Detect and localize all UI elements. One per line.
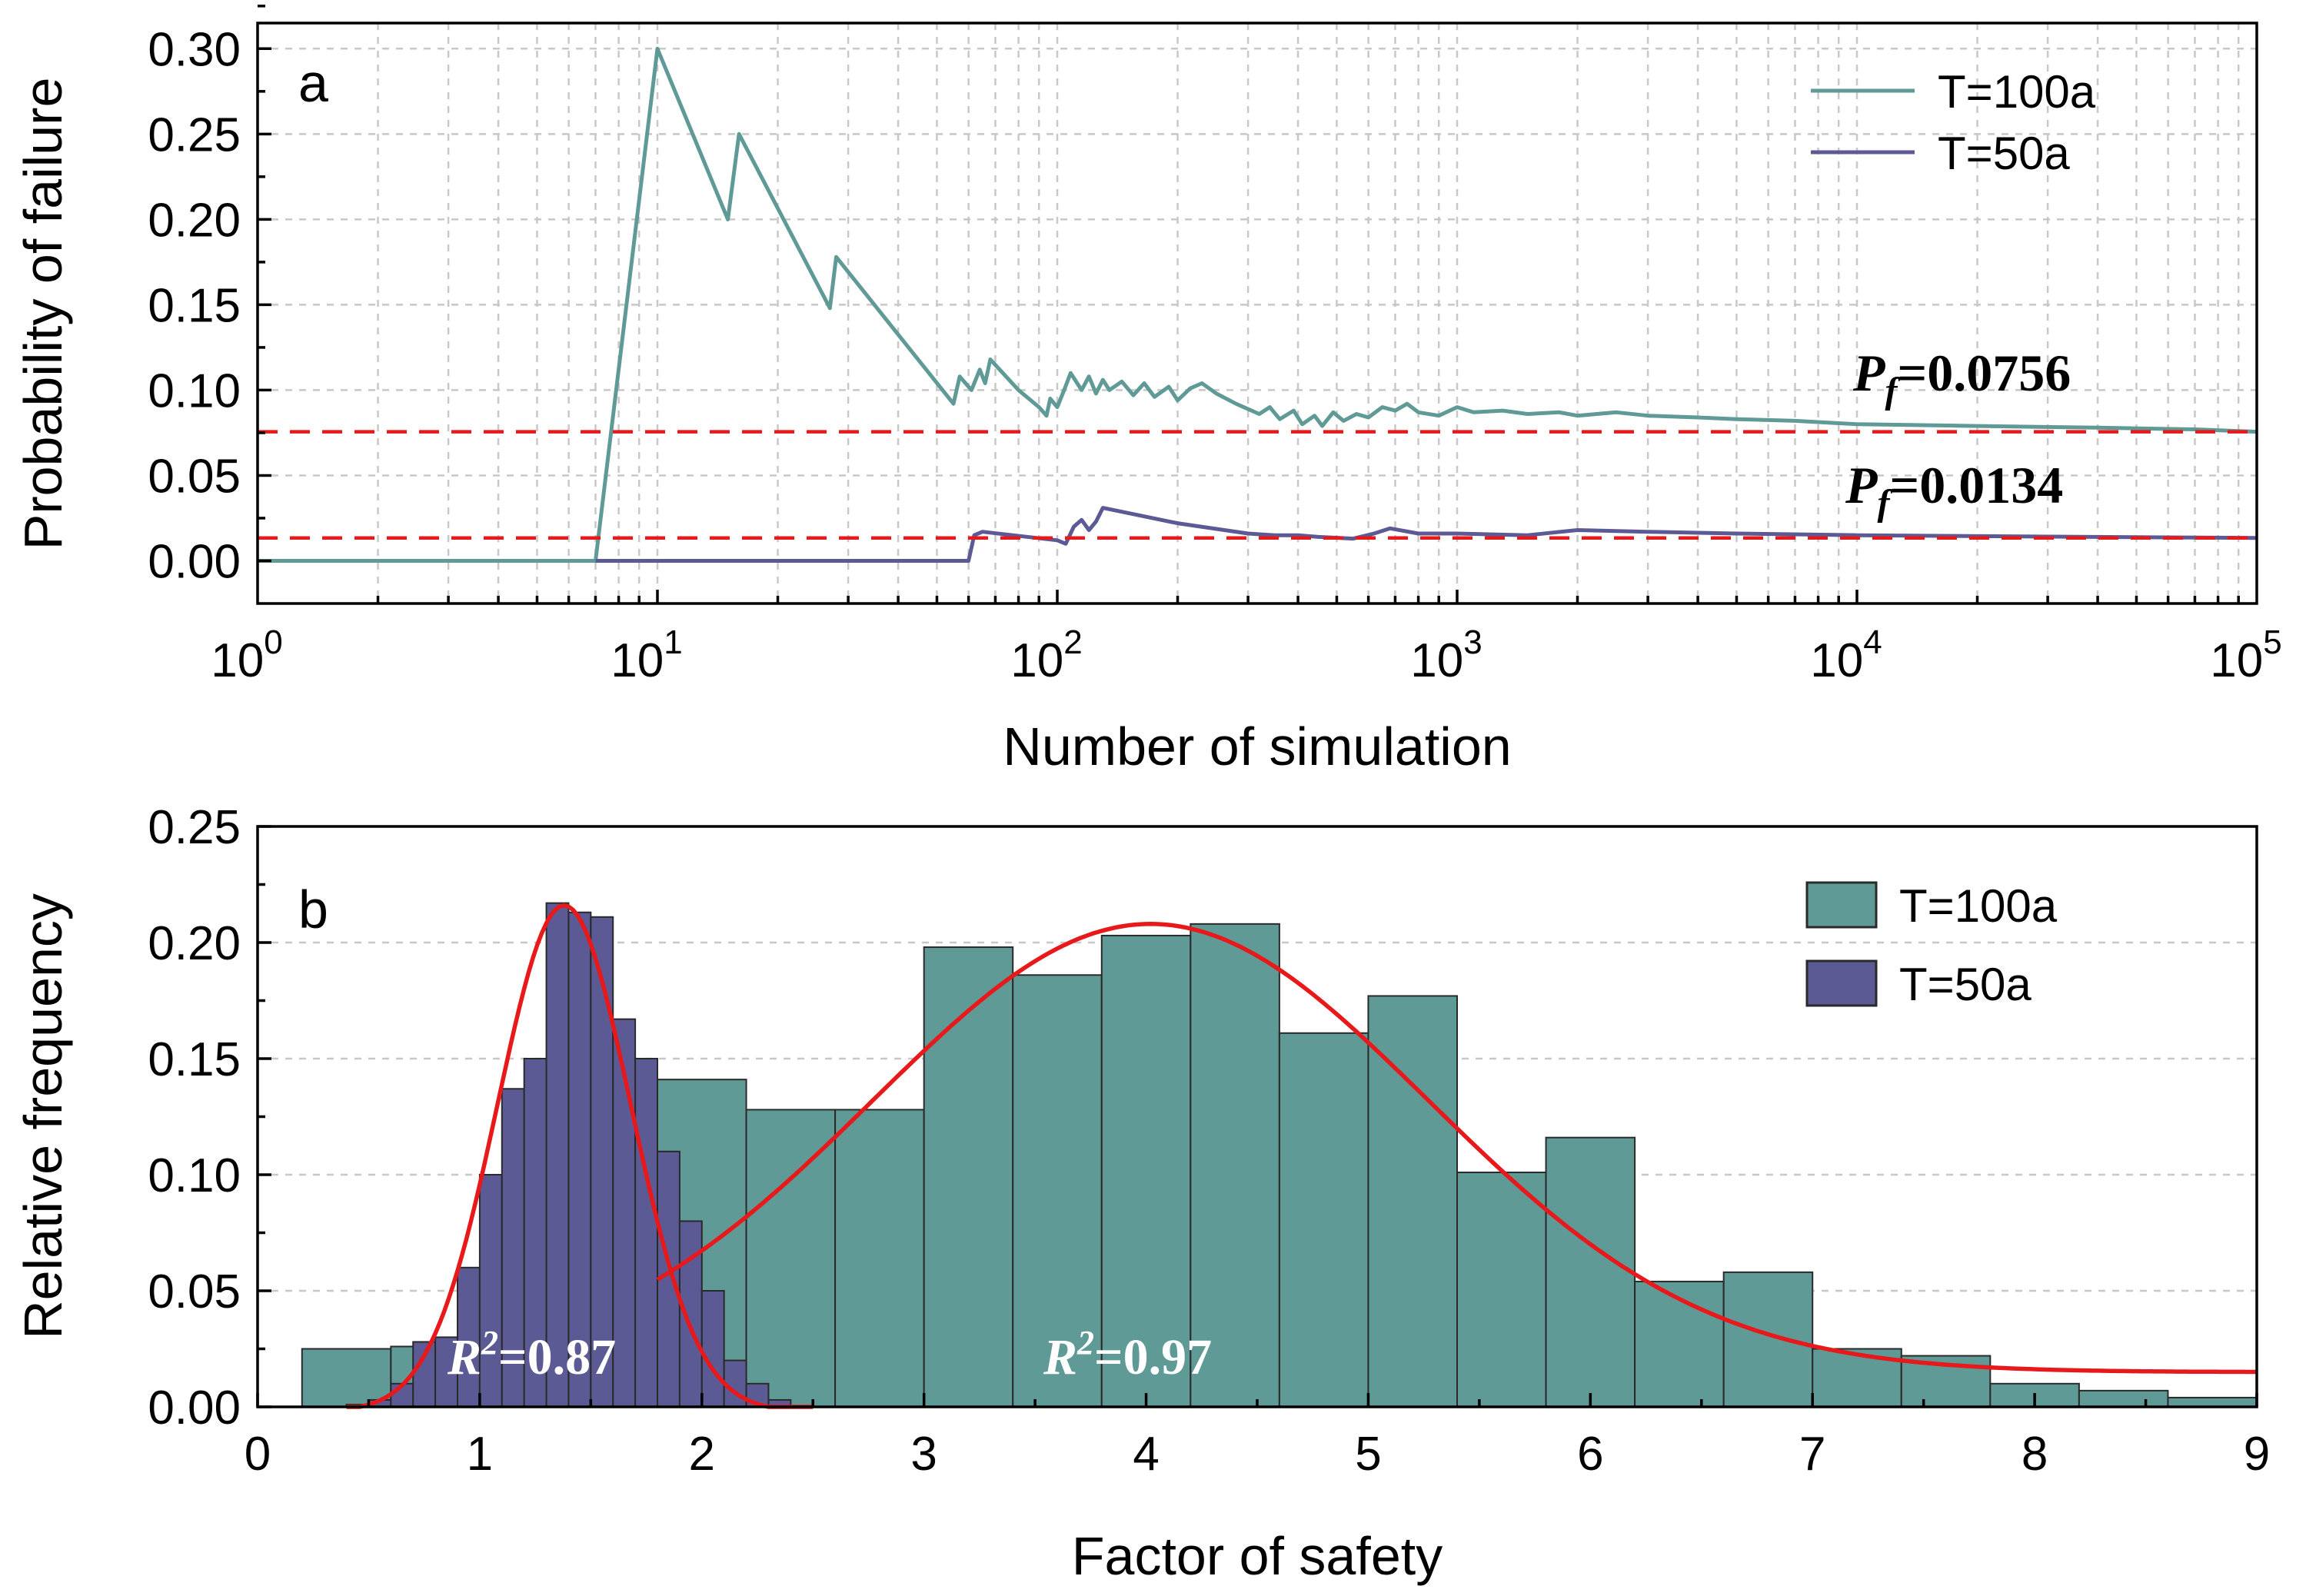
y-tick-label: 0.10: [148, 1149, 241, 1202]
histogram-bar: [523, 1058, 547, 1408]
y-tick-label: 0.20: [148, 194, 241, 247]
x-tick-label: 102: [1010, 623, 1082, 687]
panel-a-legend: T=100a T=50a: [1811, 66, 2096, 179]
y-tick-label: 0.15: [148, 1033, 241, 1086]
legend-label-t100a: T=100a: [1899, 880, 2058, 932]
histogram-bar: [1456, 1171, 1547, 1408]
y-tick-label: 0.25: [148, 801, 241, 854]
histogram-bar: [434, 1336, 458, 1408]
panel-a-x-ticks: 100 101 102 103 104 105: [211, 590, 2282, 687]
y-tick-label: 0.00: [148, 1382, 241, 1435]
histogram-bar: [301, 1348, 392, 1408]
histogram-bar: [1012, 974, 1103, 1408]
histogram-bar: [923, 946, 1014, 1408]
x-tick-label: 103: [1410, 623, 1482, 687]
x-tick-label: 4: [1133, 1428, 1159, 1481]
histogram-bar: [834, 1109, 925, 1408]
panel-a-label: a: [298, 53, 328, 113]
histogram-bar: [1722, 1271, 1814, 1408]
histogram-bar: [612, 1018, 637, 1408]
panel-a-plot-frame: [256, 22, 2258, 605]
histogram-bar: [1278, 1032, 1369, 1408]
histogram-bar: [2167, 1396, 2258, 1408]
legend-swatch-t50a: [1805, 959, 1878, 1007]
panel-a: 100 101 102 103 104 105 0.000.050.100.150.200…: [13, 5, 2282, 776]
x-tick-label: 8: [2022, 1428, 2048, 1481]
pf-annotation-t100a: Pf=0.0756: [1852, 344, 2071, 411]
y-tick-label: 0.05: [148, 450, 241, 503]
r2-annotation-t100a: R2=0.97: [1043, 1324, 1212, 1385]
y-tick-label: 0.30: [148, 23, 241, 76]
panel-b-legend: T=100a T=50a: [1805, 880, 2058, 1010]
y-tick-label: 0.25: [148, 108, 241, 161]
histogram-bar: [634, 1058, 658, 1408]
panel-b-fit-curves: [346, 903, 2257, 1409]
panel-b: 0 1 2 3 4 5 6 7 8 9 0.00 0.05 0.10 0.15 0.20 0.25 b T=…: [13, 801, 2270, 1586]
panel-b-label: b: [298, 879, 328, 939]
legend-label-t50a: T=50a: [1899, 959, 2031, 1010]
legend-swatch-t100a: [1805, 881, 1878, 929]
y-tick-label: 0.05: [148, 1265, 241, 1318]
x-tick-label: 9: [2244, 1428, 2270, 1481]
line-series-t100a: [258, 46, 2258, 563]
panel-a-y-ticks: 0.00 0.05 0.10 0.15 0.20 0.25 0.30: [148, 5, 271, 588]
fit-curve-t100a: [656, 922, 2257, 1375]
y-tick-label: 0.15: [148, 279, 241, 332]
panel-a-series: [258, 46, 2258, 563]
r2-annotation-t50a: R2=0.87: [447, 1324, 616, 1385]
histogram-bar: [745, 1109, 837, 1408]
x-tick-label: 105: [2210, 623, 2281, 687]
panel-b-x-axis-title: Factor of safety: [1072, 1526, 1443, 1586]
pf-annotation-t50a: Pf=0.0134: [1845, 456, 2063, 524]
line-series-t50a: [595, 506, 2258, 563]
panel-b-y-axis-title: Relative frequency: [13, 893, 73, 1339]
histogram-bar: [1367, 995, 1459, 1408]
x-tick-label: 1: [467, 1428, 493, 1481]
legend-label-t100a: T=100a: [1938, 66, 2096, 118]
y-tick-label: 0.00: [148, 535, 241, 588]
legend-label-t50a: T=50a: [1938, 128, 2070, 179]
x-tick-label: 7: [1799, 1428, 1825, 1481]
x-tick-label: 6: [1577, 1428, 1603, 1481]
x-tick-label: 100: [211, 623, 282, 687]
x-tick-label: 2: [689, 1428, 715, 1481]
histogram-bar: [545, 902, 570, 1408]
x-tick-label: 0: [245, 1428, 271, 1481]
panel-a-grid: [258, 23, 2257, 603]
panel-b-y-ticks: 0.00 0.05 0.10 0.15 0.20 0.25: [148, 801, 271, 1435]
panel-b-x-ticks: 0 1 2 3 4 5 6 7 8 9: [245, 1393, 2270, 1481]
y-tick-label: 0.20: [148, 917, 241, 970]
fit-curve-t50a: [346, 903, 814, 1409]
panel-a-y-axis-title: Probability of failure: [13, 78, 73, 550]
x-tick-label: 104: [1810, 623, 1882, 687]
histogram-bar: [567, 911, 592, 1408]
x-tick-label: 5: [1355, 1428, 1381, 1481]
histogram-bar: [2078, 1389, 2169, 1408]
x-tick-label: 3: [910, 1428, 937, 1481]
histogram-bar: [700, 1290, 725, 1408]
histogram-bar: [1545, 1136, 1636, 1408]
histogram-bar: [1100, 934, 1192, 1408]
x-tick-label: 101: [611, 623, 682, 687]
panel-b-bars-t50a: [345, 902, 792, 1408]
y-tick-label: 0.10: [148, 364, 241, 417]
panel-a-x-axis-title: Number of simulation: [1003, 717, 1511, 776]
histogram-bar: [1634, 1280, 1725, 1408]
panel-a-reference-lines: [258, 430, 2257, 540]
